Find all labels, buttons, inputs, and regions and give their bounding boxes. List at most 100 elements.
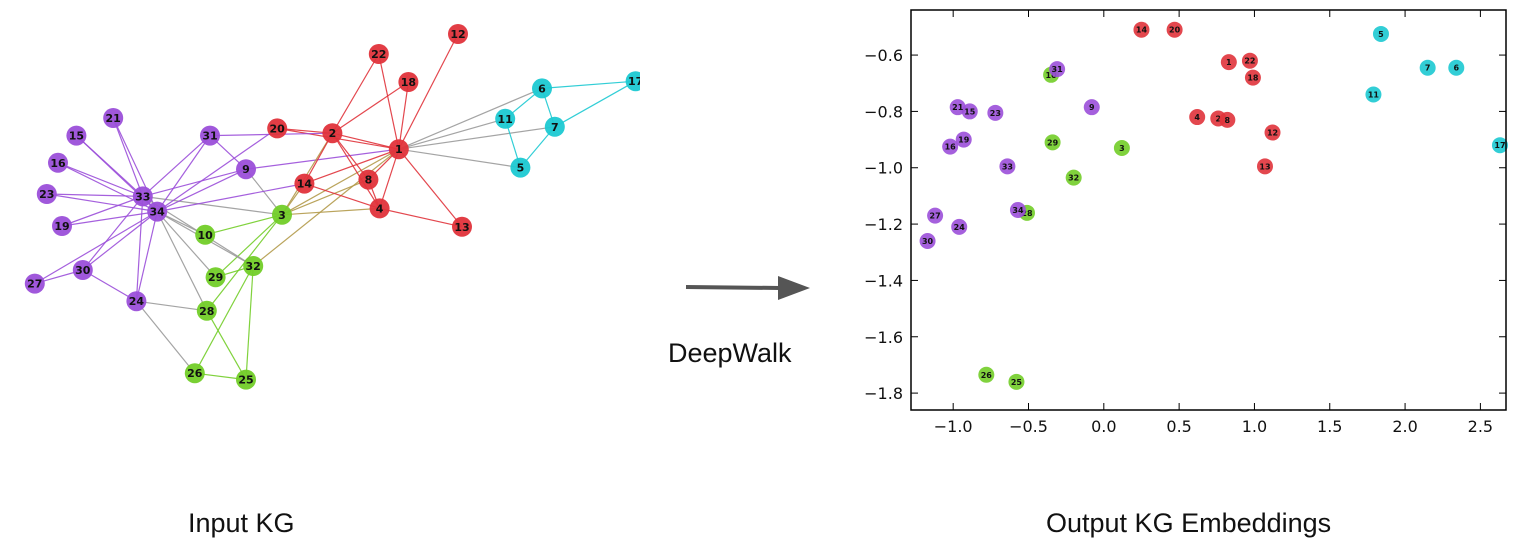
embedding-point-4	[1189, 109, 1206, 126]
embedding-point-label: 26	[981, 371, 993, 380]
graph-edge-24-28	[136, 300, 207, 312]
graph-node-30	[72, 260, 93, 280]
graph-edge-1-9	[245, 148, 399, 170]
graph-edge-1-2	[332, 132, 399, 150]
embedding-point-27	[927, 207, 944, 224]
graph-node-14	[294, 173, 315, 194]
graph-edge-7-17	[554, 80, 636, 128]
embedding-point-11	[1365, 86, 1382, 103]
graph-node-label: 13	[454, 221, 469, 234]
graph-edge-1-6	[398, 87, 543, 150]
y-tick-label: −1.4	[864, 271, 903, 290]
graph-node-2	[322, 123, 343, 144]
embedding-point-label: 1	[1226, 58, 1232, 67]
embedding-point-6	[1448, 59, 1465, 76]
embedding-point-label: 22	[1244, 57, 1255, 66]
graph-edge-1-11	[398, 118, 506, 150]
graph-node-26	[184, 363, 205, 384]
graph-node-label: 3	[278, 209, 286, 222]
graph-node-24	[126, 291, 147, 312]
graph-edge-4-14	[304, 183, 380, 209]
embedding-point-label: 18	[1247, 74, 1259, 83]
graph-edge-28-34	[156, 211, 208, 312]
graph-node-label: 9	[242, 163, 250, 176]
graph-node-label: 7	[551, 121, 559, 134]
embedding-point-13	[1256, 158, 1273, 175]
graph-node-label: 15	[69, 130, 84, 143]
graph-node-label: 1	[395, 143, 403, 156]
graph-node-29	[205, 267, 226, 288]
x-tick-label: 1.5	[1317, 417, 1342, 436]
graph-node-label: 10	[198, 229, 214, 242]
graph-node-31	[200, 125, 220, 146]
y-tick-label: −1.0	[864, 159, 903, 178]
graph-node-22	[368, 44, 389, 64]
y-tick-label: −0.6	[864, 46, 903, 65]
embedding-point-24	[951, 218, 968, 235]
graph-edge-23-33	[46, 193, 143, 197]
embedding-point-33	[999, 158, 1016, 175]
graph-node-label: 34	[150, 206, 166, 219]
axis-ticks: −1.0 −0.5 0.0 0.5 1.0 1.5 2.0 2.5 −0.6 −0.8 −1.0 −1…	[864, 10, 1506, 436]
graph-edge-1-22	[378, 53, 400, 150]
embedding-point-label: 28	[1021, 209, 1033, 218]
embedding-point-label: 33	[1002, 162, 1013, 171]
graph-node-label: 32	[246, 260, 261, 273]
graph-node-16	[48, 152, 68, 173]
graph-edge-9-34	[156, 168, 247, 213]
graph-edge-3-29	[215, 214, 283, 278]
arrow-right-icon	[685, 276, 810, 300]
embedding-point-8	[1219, 111, 1236, 128]
graph-node-21	[103, 108, 124, 128]
graph-edge-3-10	[205, 214, 283, 236]
embedding-point-label: 14	[1136, 26, 1148, 35]
graph-node-20	[267, 118, 288, 139]
embedding-point-19	[955, 131, 972, 148]
graph-edge-29-34	[156, 211, 217, 278]
embedding-point-label: 29	[1047, 138, 1059, 147]
embedding-point-label: 34	[1012, 206, 1024, 215]
graph-node-label: 24	[129, 295, 145, 308]
x-tick-label: 1.0	[1242, 417, 1267, 436]
graph-node-7	[544, 116, 565, 137]
embedding-point-label: 20	[1169, 26, 1181, 35]
graph-node-label: 8	[365, 174, 373, 187]
embedding-point-15	[961, 103, 978, 120]
embedding-point-7	[1419, 59, 1436, 76]
embedding-point-label: 30	[922, 237, 934, 246]
graph-edge-1-4	[379, 149, 400, 209]
x-tick-label: 2.5	[1468, 417, 1493, 436]
embedding-point-label: 25	[1011, 378, 1023, 387]
embedding-point-14	[1133, 21, 1150, 38]
embedding-point-29	[1044, 134, 1061, 151]
embedding-point-label: 24	[954, 223, 966, 232]
graph-edge-16-33	[57, 162, 144, 197]
graph-edge-2-22	[331, 53, 380, 134]
graph-node-3	[272, 204, 292, 225]
embedding-point-9	[1083, 99, 1100, 116]
graph-edge-25-28	[206, 310, 247, 380]
graph-node-8	[358, 169, 379, 190]
graph-node-1	[388, 139, 409, 160]
graph-edge-1-12	[398, 33, 459, 150]
graph-node-label: 12	[450, 28, 465, 41]
embedding-point-label: 6	[1454, 64, 1460, 73]
graph-node-label: 25	[238, 374, 253, 387]
graph-node-18	[398, 72, 419, 92]
graph-edge-30-33	[82, 196, 144, 271]
graph-edge-31-33	[142, 135, 211, 197]
graph-edge-26-32	[194, 265, 254, 374]
y-tick-label: −1.6	[864, 328, 903, 347]
embedding-point-label: 23	[990, 109, 1001, 118]
graph-node-label: 16	[50, 157, 66, 170]
embedding-point-label: 16	[945, 143, 957, 152]
graph-edge-1-18	[398, 81, 409, 150]
graph-node-label: 28	[199, 305, 214, 318]
embedding-point-label: 31	[1052, 65, 1064, 74]
embedding-point-21	[949, 99, 966, 116]
graph-edge-19-34	[61, 211, 158, 227]
graph-edge-19-33	[61, 195, 144, 227]
embedding-point-label: 21	[952, 103, 964, 112]
graph-edge-24-33	[135, 196, 144, 302]
graph-edge-2-3	[281, 132, 333, 216]
